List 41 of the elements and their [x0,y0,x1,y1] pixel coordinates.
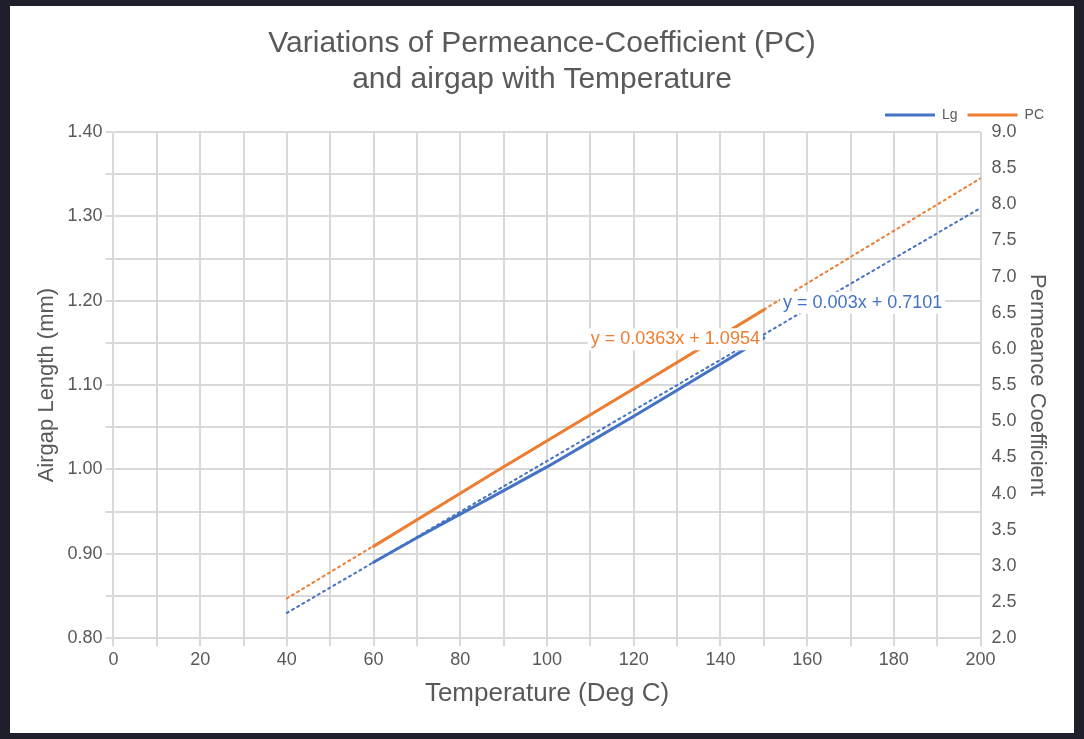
x-tick-label: 200 [965,648,996,669]
y2-tick-label: 8.5 [991,157,1017,178]
y-tick-label: 0.90 [67,542,103,563]
y2-tick-label: 3.5 [991,518,1017,539]
x-tick-label: 180 [878,648,909,669]
y-tick-label: 1.30 [67,205,103,226]
x-tick-label: 40 [276,648,297,669]
chart-title: Variations of Permeance-Coefficient (PC) and airgap with Temperature [268,25,816,95]
legend-label: Lg [941,105,958,122]
y2-tick-label: 2.0 [991,627,1017,648]
y-axis-title: Airgap Length (mm) [33,287,59,483]
annotation: y = 0.003x + 0.7101 [783,291,943,312]
y2-tick-label: 9.0 [991,120,1017,141]
y-tick-label: 1.00 [67,458,103,479]
y2-tick-label: 7.5 [991,229,1017,250]
x-tick-label: 60 [363,648,384,669]
y2-tick-label: 5.0 [991,410,1017,431]
x-tick-label: 140 [705,648,736,669]
y2-tick-label: 6.5 [991,301,1017,322]
legend-label: PC [1024,105,1044,122]
x-tick-label: 0 [108,648,119,669]
x-tick-label: 100 [531,648,563,669]
x-axis-title: Temperature (Deg C) [424,676,670,707]
y2-tick-label: 3.0 [991,554,1017,575]
y-tick-label: 1.20 [67,289,103,310]
y-tick-label: 0.80 [67,627,103,648]
x-tick-label: 20 [190,648,211,669]
annotation: y = 0.0363x + 1.0954 [590,328,760,349]
y2-tick-label: 7.0 [991,265,1017,286]
y2-tick-label: 6.0 [991,337,1017,358]
x-tick-label: 120 [618,648,649,669]
y2-tick-label: 4.5 [991,446,1017,467]
y-tick-label: 1.40 [67,120,103,141]
y2-tick-label: 4.0 [991,482,1017,503]
y2-tick-label: 8.0 [991,193,1017,214]
y2-axis-title: Permeance Coefficient [1025,274,1051,497]
x-tick-label: 160 [792,648,823,669]
y2-tick-label: 2.5 [991,591,1017,612]
y-tick-label: 1.10 [67,374,103,395]
x-tick-label: 80 [450,648,471,669]
y2-tick-label: 5.5 [991,374,1017,395]
